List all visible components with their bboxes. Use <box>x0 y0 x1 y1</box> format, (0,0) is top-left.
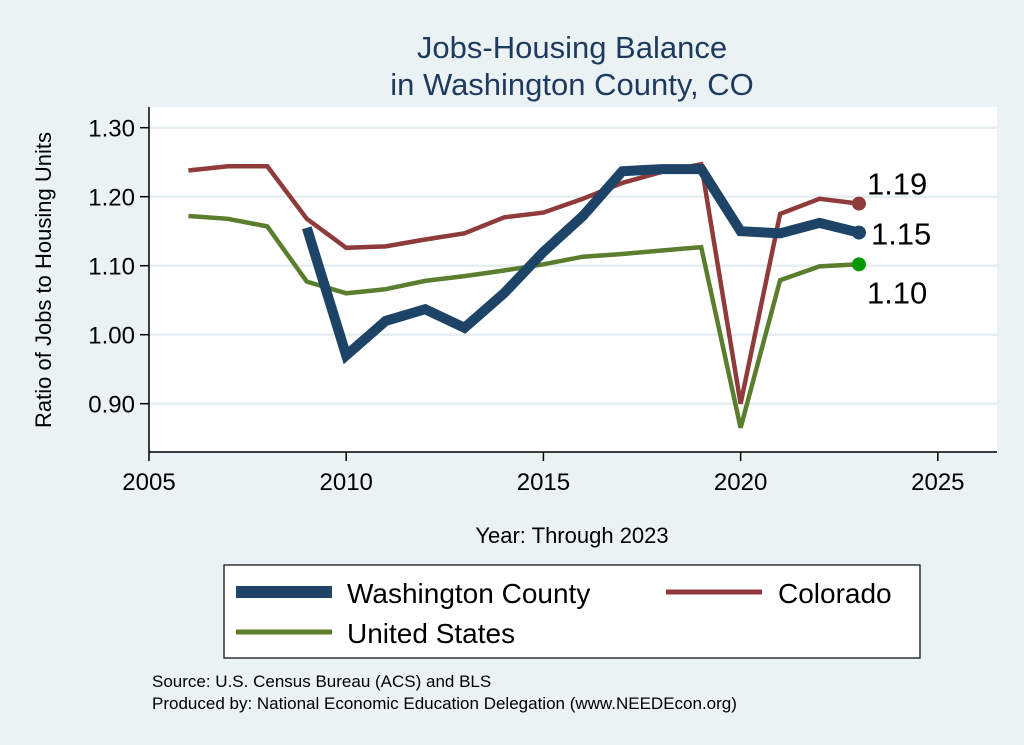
x-tick-label: 2015 <box>517 469 570 496</box>
series-line-colorado <box>188 161 860 405</box>
axes <box>148 107 997 453</box>
end-label-colorado: 1.19 <box>867 167 927 202</box>
x-tick-label: 2020 <box>714 469 767 496</box>
y-tick-label: 1.10 <box>88 254 135 281</box>
legend-label-united-states: United States <box>347 618 515 649</box>
y-tick-label: 1.30 <box>88 116 135 143</box>
legend-label-colorado: Colorado <box>778 578 892 609</box>
y-tick-labels: 0.90 1.00 1.10 1.20 1.30 <box>88 116 149 419</box>
end-label-united-states: 1.10 <box>867 275 927 310</box>
end-label-washington-county: 1.15 <box>871 217 931 252</box>
series-lines <box>188 161 861 429</box>
x-tick-labels: 2005 2010 2015 2020 2025 <box>122 452 965 496</box>
plot-area <box>149 107 997 452</box>
x-tick-label: 2010 <box>320 469 373 496</box>
x-tick-label: 2025 <box>911 469 964 496</box>
end-marker-colorado <box>851 196 866 211</box>
x-tick-label: 2005 <box>122 469 175 496</box>
y-tick-label: 1.20 <box>88 185 135 212</box>
y-axis-label: Ratio of Jobs to Housing Units <box>31 132 56 428</box>
end-marker-washington-county <box>851 225 866 240</box>
y-tick-label: 0.90 <box>88 392 135 419</box>
x-axis-label: Year: Through 2023 <box>475 523 668 548</box>
legend-label-washington-county: Washington County <box>347 578 590 609</box>
legend: Washington County Colorado United States <box>223 564 921 659</box>
source-note: Source: U.S. Census Bureau (ACS) and BLS <box>152 672 491 691</box>
end-markers: 1.15 1.19 1.10 <box>851 167 931 310</box>
series-line-washington-county <box>302 164 861 365</box>
chart-title-line-2: in Washington County, CO <box>390 67 754 102</box>
y-tick-label: 1.00 <box>88 323 135 350</box>
chart-title-line-1: Jobs-Housing Balance <box>417 30 727 65</box>
end-marker-united-states <box>851 257 866 272</box>
legend-box <box>223 564 921 659</box>
producer-note: Produced by: National Economic Education… <box>152 694 737 713</box>
